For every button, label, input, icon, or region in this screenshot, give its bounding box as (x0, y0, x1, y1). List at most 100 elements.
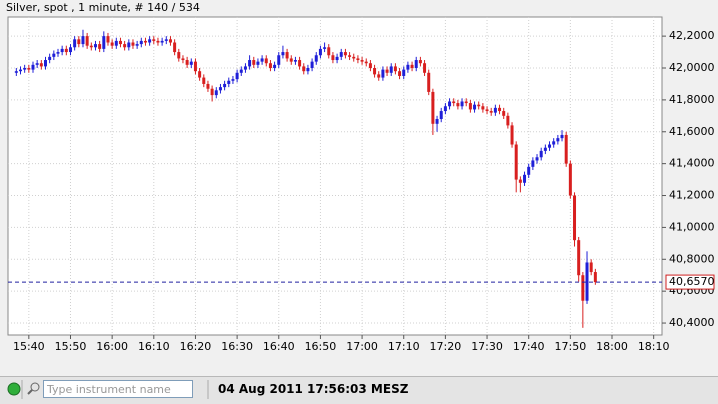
candle-body (214, 90, 218, 96)
candle-body (585, 262, 589, 301)
x-tick-label: 17:30 (471, 340, 503, 353)
candle-body (406, 64, 410, 70)
status-bar: Type instrument name 04 Aug 2011 17:56:0… (0, 376, 718, 404)
candle-body (206, 83, 210, 89)
candle-body (127, 42, 131, 48)
candle-body (18, 69, 22, 72)
candle-body (48, 56, 52, 61)
candle-body (118, 40, 122, 45)
candle-body (439, 111, 443, 120)
candle-body (89, 45, 93, 48)
candle-body (398, 71, 402, 76)
candle-body (377, 74, 381, 78)
candle-body (548, 144, 552, 148)
x-tick-label: 15:40 (13, 340, 45, 353)
candle-body (435, 119, 439, 124)
candle-body (298, 60, 302, 67)
candle-body (110, 42, 114, 46)
candle-body (481, 106, 485, 110)
y-tick-label: 41,8000 (669, 93, 715, 106)
candle-body (123, 44, 127, 48)
candle-body (85, 36, 89, 46)
candle-body (260, 58, 264, 62)
candle-body (473, 104, 477, 110)
candle-body (77, 39, 81, 45)
candle-body (356, 58, 360, 61)
candle-body (535, 157, 539, 161)
candle-body (156, 40, 160, 43)
candle-body (281, 52, 285, 56)
candle-body (468, 103, 472, 110)
candle-body (235, 72, 239, 80)
candle-body (93, 44, 97, 48)
status-icons (7, 380, 209, 399)
candle-body (164, 39, 168, 41)
candle-body (560, 134, 564, 139)
chart-title: Silver, spot , 1 minute, # 140 / 534 (6, 1, 200, 14)
y-tick-label: 40,8000 (669, 252, 715, 265)
candle-body (368, 63, 372, 69)
chart: Silver, spot , 1 minute, # 140 / 534 40,… (6, 1, 715, 353)
candle-body (414, 60, 418, 69)
candle-body (518, 179, 522, 183)
candle-body (502, 111, 506, 116)
x-tick-label: 17:10 (388, 340, 420, 353)
candle-body (427, 72, 431, 92)
candle-body (531, 160, 535, 167)
x-tick-label: 17:00 (346, 340, 378, 353)
candle-body (256, 61, 260, 65)
candle-body (310, 61, 314, 69)
x-tick-label: 15:50 (55, 340, 87, 353)
y-tick-label: 41,0000 (669, 220, 715, 233)
candle-body (243, 66, 247, 70)
candle-body (452, 101, 456, 104)
x-tick-label: 16:00 (96, 340, 128, 353)
candle-body (227, 80, 231, 84)
candle-body (139, 40, 143, 45)
candle-body (493, 107, 497, 113)
y-tick-label: 42,0000 (669, 61, 715, 74)
candle-body (81, 36, 85, 45)
candle-body (68, 47, 72, 53)
candle-body (202, 77, 206, 84)
status-indicator (7, 382, 21, 396)
candle-body (289, 58, 293, 62)
candle-body (527, 166, 531, 175)
candle-body (173, 42, 177, 53)
x-tick-label: 17:40 (513, 340, 545, 353)
instrument-search[interactable]: Type instrument name (43, 380, 193, 398)
candle-body (448, 101, 452, 107)
candle-body (131, 42, 135, 46)
candle-body (385, 69, 389, 73)
x-tick-label: 16:30 (221, 340, 253, 353)
candle-body (510, 125, 514, 145)
candle-body (252, 60, 256, 65)
candle-body (218, 87, 222, 91)
candle-body (543, 147, 547, 151)
candle-body (277, 55, 281, 65)
candle-body (98, 44, 102, 49)
candle-body (102, 36, 106, 49)
y-tick-label: 41,2000 (669, 189, 715, 202)
candle-body (568, 163, 572, 196)
candle-body (248, 60, 252, 67)
candle-body (418, 60, 422, 64)
last-price-box (665, 274, 715, 290)
candle-body (389, 66, 393, 73)
candle-body (39, 63, 43, 67)
candle-body (35, 63, 39, 65)
candle-body (106, 36, 110, 43)
candle-body (60, 48, 64, 53)
x-tick-label: 16:40 (263, 340, 295, 353)
x-tick-label: 17:20 (430, 340, 462, 353)
candle-body (443, 106, 447, 112)
candle-body (135, 44, 139, 46)
candle-body (556, 138, 560, 142)
candle-body (523, 174, 527, 183)
y-tick-label: 40,4000 (669, 316, 715, 329)
candle-body (489, 111, 493, 113)
candle-body (273, 64, 277, 69)
candle-body (593, 272, 597, 283)
candle-body (360, 60, 364, 62)
